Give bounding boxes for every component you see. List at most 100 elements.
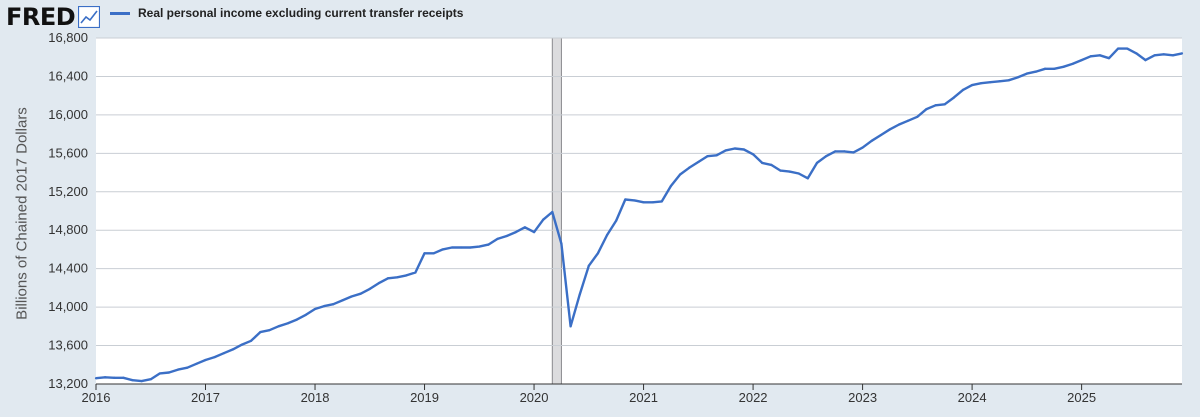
data-point [441,248,444,251]
data-point [706,155,709,158]
data-point [1034,70,1038,73]
data-point [414,271,417,274]
data-point [1144,59,1147,62]
y-tick-label: 16,000 [48,107,88,122]
data-point [1180,52,1184,55]
data-point [149,378,152,381]
y-tick-label: 16,400 [48,68,88,83]
data-point [669,184,673,188]
data-point [615,219,618,222]
data-point [432,252,435,255]
data-point [897,123,901,126]
data-point [478,245,481,248]
data-point [925,108,928,111]
data-point [742,148,746,151]
data-point [934,104,937,107]
data-point [1007,79,1010,82]
data-point [286,322,289,325]
data-point [797,172,800,175]
data-point [341,299,344,302]
x-tick-label: 2018 [301,390,330,405]
y-tick-label: 13,200 [48,376,88,391]
data-point [998,80,1001,83]
recession-shading [551,37,562,385]
x-tick-label: 2025 [1067,390,1096,405]
data-point [304,313,307,316]
data-point [113,376,116,379]
data-point [1098,54,1101,57]
data-point [131,379,134,382]
data-point [240,343,244,346]
data-point [1117,47,1120,50]
data-point [122,376,125,379]
data-point [551,210,554,214]
data-point [1171,54,1174,57]
data-point [815,161,819,165]
data-point [1107,57,1111,60]
data-point [678,173,682,176]
data-point [596,252,600,255]
data-point [952,96,955,99]
data-point [213,355,216,359]
data-point [323,305,326,308]
data-point [186,366,189,369]
x-tick-label: 2017 [191,390,220,405]
data-point [907,119,910,122]
data-point [1044,67,1047,70]
data-point [359,292,362,295]
data-point [423,252,426,255]
data-point [660,200,663,203]
data-point [888,128,892,131]
data-point [368,287,371,290]
data-point [259,331,262,334]
data-point [788,170,791,173]
data-point [204,358,207,362]
data-point [523,226,527,229]
y-tick-label: 15,200 [48,184,88,199]
data-point [1062,65,1065,68]
data-point [824,155,828,158]
data-point [688,166,691,169]
data-point [167,371,171,374]
data-point [231,348,234,351]
y-tick-label: 14,800 [48,222,88,237]
data-point [560,242,563,245]
chart-legend: Real personal income excluding current t… [110,6,463,20]
data-point [1071,62,1074,66]
y-tick-label: 13,600 [48,338,88,353]
data-point [651,201,654,204]
data-point [861,146,864,149]
data-point [697,160,700,164]
data-point [268,329,271,332]
data-point [1080,59,1083,62]
data-point [751,153,755,156]
line-chart-icon [78,6,101,28]
legend-series-label: Real personal income excluding current t… [138,6,464,20]
data-point [879,133,882,137]
data-point [177,368,180,371]
data-point [724,149,727,152]
data-point [569,325,572,328]
data-point [459,246,463,249]
data-point [396,276,399,279]
data-point [1162,53,1165,56]
x-tick-label: 2019 [410,390,439,405]
fred-logo[interactable]: FRED [6,4,101,30]
data-point [1089,55,1092,58]
data-point [487,243,490,246]
data-point [405,274,408,277]
data-point [633,199,636,202]
data-point [605,233,609,237]
data-point [834,150,837,153]
data-point [1135,52,1138,55]
data-point [715,154,718,157]
data-point [195,362,198,365]
data-point [806,177,809,180]
data-point [250,339,253,342]
data-point [1153,54,1156,57]
data-point [532,231,536,234]
data-point [916,115,919,118]
data-point [450,246,454,249]
x-tick-label: 2020 [520,390,549,405]
